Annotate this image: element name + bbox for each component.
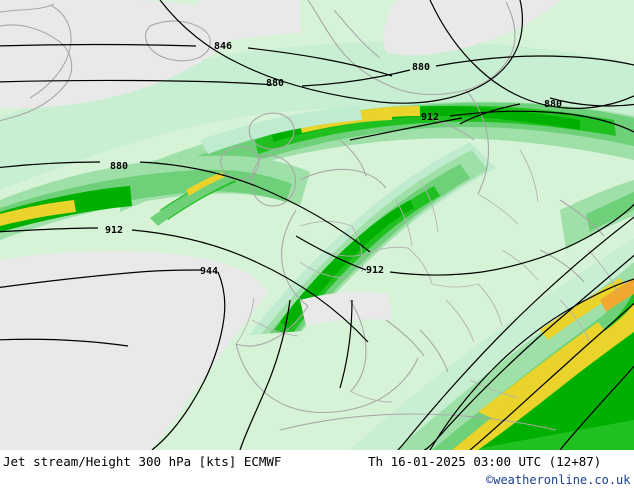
legend-entry-100: 100	[87, 488, 110, 490]
legend-entry-180: 180	[194, 488, 217, 490]
svg-text:880: 880	[412, 62, 430, 73]
jet-stream-map[interactable]: 846 880 880 880 880 912 912 912 944	[0, 0, 634, 450]
svg-text:944: 944	[200, 266, 218, 277]
svg-text:912: 912	[105, 225, 123, 236]
contour-label: 912	[366, 265, 384, 276]
contour-label: 912	[105, 225, 123, 236]
contour-label: 880	[266, 78, 284, 89]
contour-label: 880	[544, 99, 562, 110]
contour-label: 846	[214, 41, 232, 52]
height-contours	[0, 0, 634, 450]
map-footer: Jet stream/Height 300 hPa [kts] ECMWF Th…	[0, 450, 634, 490]
legend-entry-120: 120	[114, 488, 137, 490]
svg-text:912: 912	[366, 265, 384, 276]
coastlines	[0, 0, 605, 431]
jet-speed-shading	[0, 0, 634, 450]
contour-label: 944	[200, 266, 218, 277]
svg-text:880: 880	[110, 161, 128, 172]
svg-text:846: 846	[214, 41, 232, 52]
product-title: Jet stream/Height 300 hPa [kts] ECMWF	[3, 454, 282, 469]
jet-speed-legend: 60 80 100 120140 160 180	[4, 473, 220, 490]
legend-entry-140: 140	[140, 488, 163, 490]
legend-entry-60: 60	[49, 488, 64, 490]
contour-label: 880	[110, 161, 128, 172]
valid-time: Th 16-01-2025 03:00 UTC (12+87)	[368, 454, 602, 469]
copyright-notice: ©weatheronline.co.uk	[486, 473, 631, 487]
legend-entry-160: 160	[167, 488, 190, 490]
contour-label: 912	[421, 112, 439, 123]
svg-text:880: 880	[266, 78, 284, 89]
svg-text:912: 912	[421, 112, 439, 123]
contour-labels: 846 880 880 880 880 912 912 912 944	[105, 41, 562, 277]
legend-entry-80: 80	[68, 488, 83, 490]
contour-label: 880	[412, 62, 430, 73]
map-canvas: 846 880 880 880 880 912 912 912 944	[0, 0, 634, 450]
svg-text:880: 880	[544, 99, 562, 110]
